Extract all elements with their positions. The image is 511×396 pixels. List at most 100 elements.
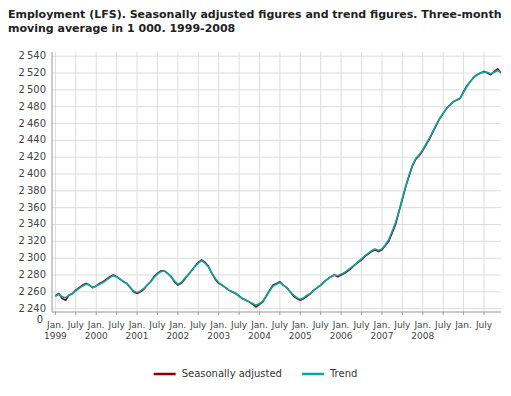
x-tick-label: Jan.2008 (411, 320, 434, 341)
x-tick (320, 312, 321, 315)
legend-label: Trend (329, 368, 357, 379)
x-tick-label-line: Jan. (413, 320, 431, 330)
x-tick-label: Jan.2006 (330, 320, 353, 341)
x-tick-label-line: 2003 (207, 331, 230, 341)
y-tick-label: 2 300 (19, 252, 46, 263)
x-tick (157, 312, 158, 315)
grid-line-y (52, 224, 501, 225)
x-tick-label-line: 2000 (85, 331, 108, 341)
x-tick-label-line: July (352, 320, 370, 330)
x-tick-label-line: Jan. (250, 320, 268, 330)
x-axis-line (52, 312, 501, 313)
y-tick-label: 2 380 (19, 185, 46, 196)
y-tick-label: 2 280 (19, 269, 46, 280)
grid-line-x (300, 52, 301, 312)
x-tick-label: July (271, 320, 289, 330)
grid-line-y (52, 157, 501, 158)
x-tick-label: July (230, 320, 248, 330)
x-tick (198, 312, 199, 315)
x-tick-label: July (67, 320, 85, 330)
grid-line-y (52, 308, 501, 309)
grid-line-x (361, 52, 362, 312)
grid-line-y (52, 56, 501, 57)
title-line: Employment (LFS). Seasonally adjusted fi… (8, 8, 502, 21)
grid-line-x (483, 52, 484, 312)
x-tick-label-line: July (475, 320, 493, 330)
x-tick (239, 312, 240, 315)
grid-line-x (116, 52, 117, 312)
x-tick (463, 312, 464, 315)
x-tick-label-line: July (108, 320, 126, 330)
x-tick-label-line: 2005 (289, 331, 312, 341)
x-tick (96, 312, 97, 315)
x-tick (402, 312, 403, 315)
x-tick-label-line: Jan. (332, 320, 350, 330)
grid-line-x (259, 52, 260, 312)
x-tick-label: Jan.2007 (370, 320, 393, 341)
x-tick-label-line: 2007 (370, 331, 393, 341)
grid-line-y (52, 123, 501, 124)
x-tick-label-line: Jan. (46, 320, 64, 330)
grid-line-y (52, 190, 501, 191)
legend-swatch (302, 373, 324, 376)
grid-line-y (52, 207, 501, 208)
x-tick-label: July (312, 320, 330, 330)
grid-line-y (52, 258, 501, 259)
series-line (55, 71, 501, 306)
grid-line-x (422, 52, 423, 312)
x-tick (55, 312, 56, 315)
y-axis-line (52, 52, 53, 312)
x-tick-label: July (434, 320, 452, 330)
x-tick-label-line: 2001 (126, 331, 149, 341)
x-tick-label-line: July (312, 320, 330, 330)
x-tick-label: July (352, 320, 370, 330)
grid-line-y (52, 174, 501, 175)
y-tick-label: 2 260 (19, 286, 46, 297)
grid-line-x (75, 52, 76, 312)
x-tick-label: Jan.2004 (248, 320, 271, 341)
legend-item: Seasonally adjusted (154, 368, 282, 379)
x-tick (381, 312, 382, 315)
y-tick-label: 2 440 (19, 134, 46, 145)
grid-line-x (96, 52, 97, 312)
grid-line-x (218, 52, 219, 312)
x-tick-label-line: Jan. (128, 320, 146, 330)
x-tick (177, 312, 178, 315)
grid-line-x (320, 52, 321, 312)
grid-line-x (381, 52, 382, 312)
legend-swatch (154, 373, 176, 376)
x-tick-label-line: July (189, 320, 207, 330)
y-tick-label: 2 240 (19, 303, 46, 314)
grid-line-y (52, 140, 501, 141)
chart: Employment (LFS). Seasonally adjusted fi… (0, 0, 511, 396)
y-tick-label: 2 420 (19, 151, 46, 162)
x-tick-label-line: Jan. (209, 320, 227, 330)
y-tick-label: 2 460 (19, 118, 46, 129)
x-tick-label-line: July (393, 320, 411, 330)
grid-line-x (55, 52, 56, 312)
title-line: moving average in 1 000. 1999-2008 (8, 22, 235, 35)
x-tick-label: Jan.2005 (289, 320, 312, 341)
x-tick-label-line: 2008 (411, 331, 434, 341)
x-tick (341, 312, 342, 315)
x-tick-label-line: 2006 (330, 331, 353, 341)
x-tick-label-line: 2002 (166, 331, 189, 341)
x-tick-label: July (108, 320, 126, 330)
y-tick-label: 2 500 (19, 84, 46, 95)
x-tick-label-line: 2004 (248, 331, 271, 341)
annotation: 0 (37, 314, 43, 325)
x-tick-label: July (148, 320, 166, 330)
grid-line-x (443, 52, 444, 312)
x-tick-label-line: Jan. (168, 320, 186, 330)
x-tick-label-line: Jan. (87, 320, 105, 330)
x-tick (300, 312, 301, 315)
x-tick-label-line: July (67, 320, 85, 330)
grid-line-y (52, 291, 501, 292)
x-tick (443, 312, 444, 315)
x-tick (116, 312, 117, 315)
x-tick-label-line: July (271, 320, 289, 330)
x-tick (361, 312, 362, 315)
grid-line-x (279, 52, 280, 312)
series-line (55, 69, 501, 307)
grid-line-y (52, 241, 501, 242)
